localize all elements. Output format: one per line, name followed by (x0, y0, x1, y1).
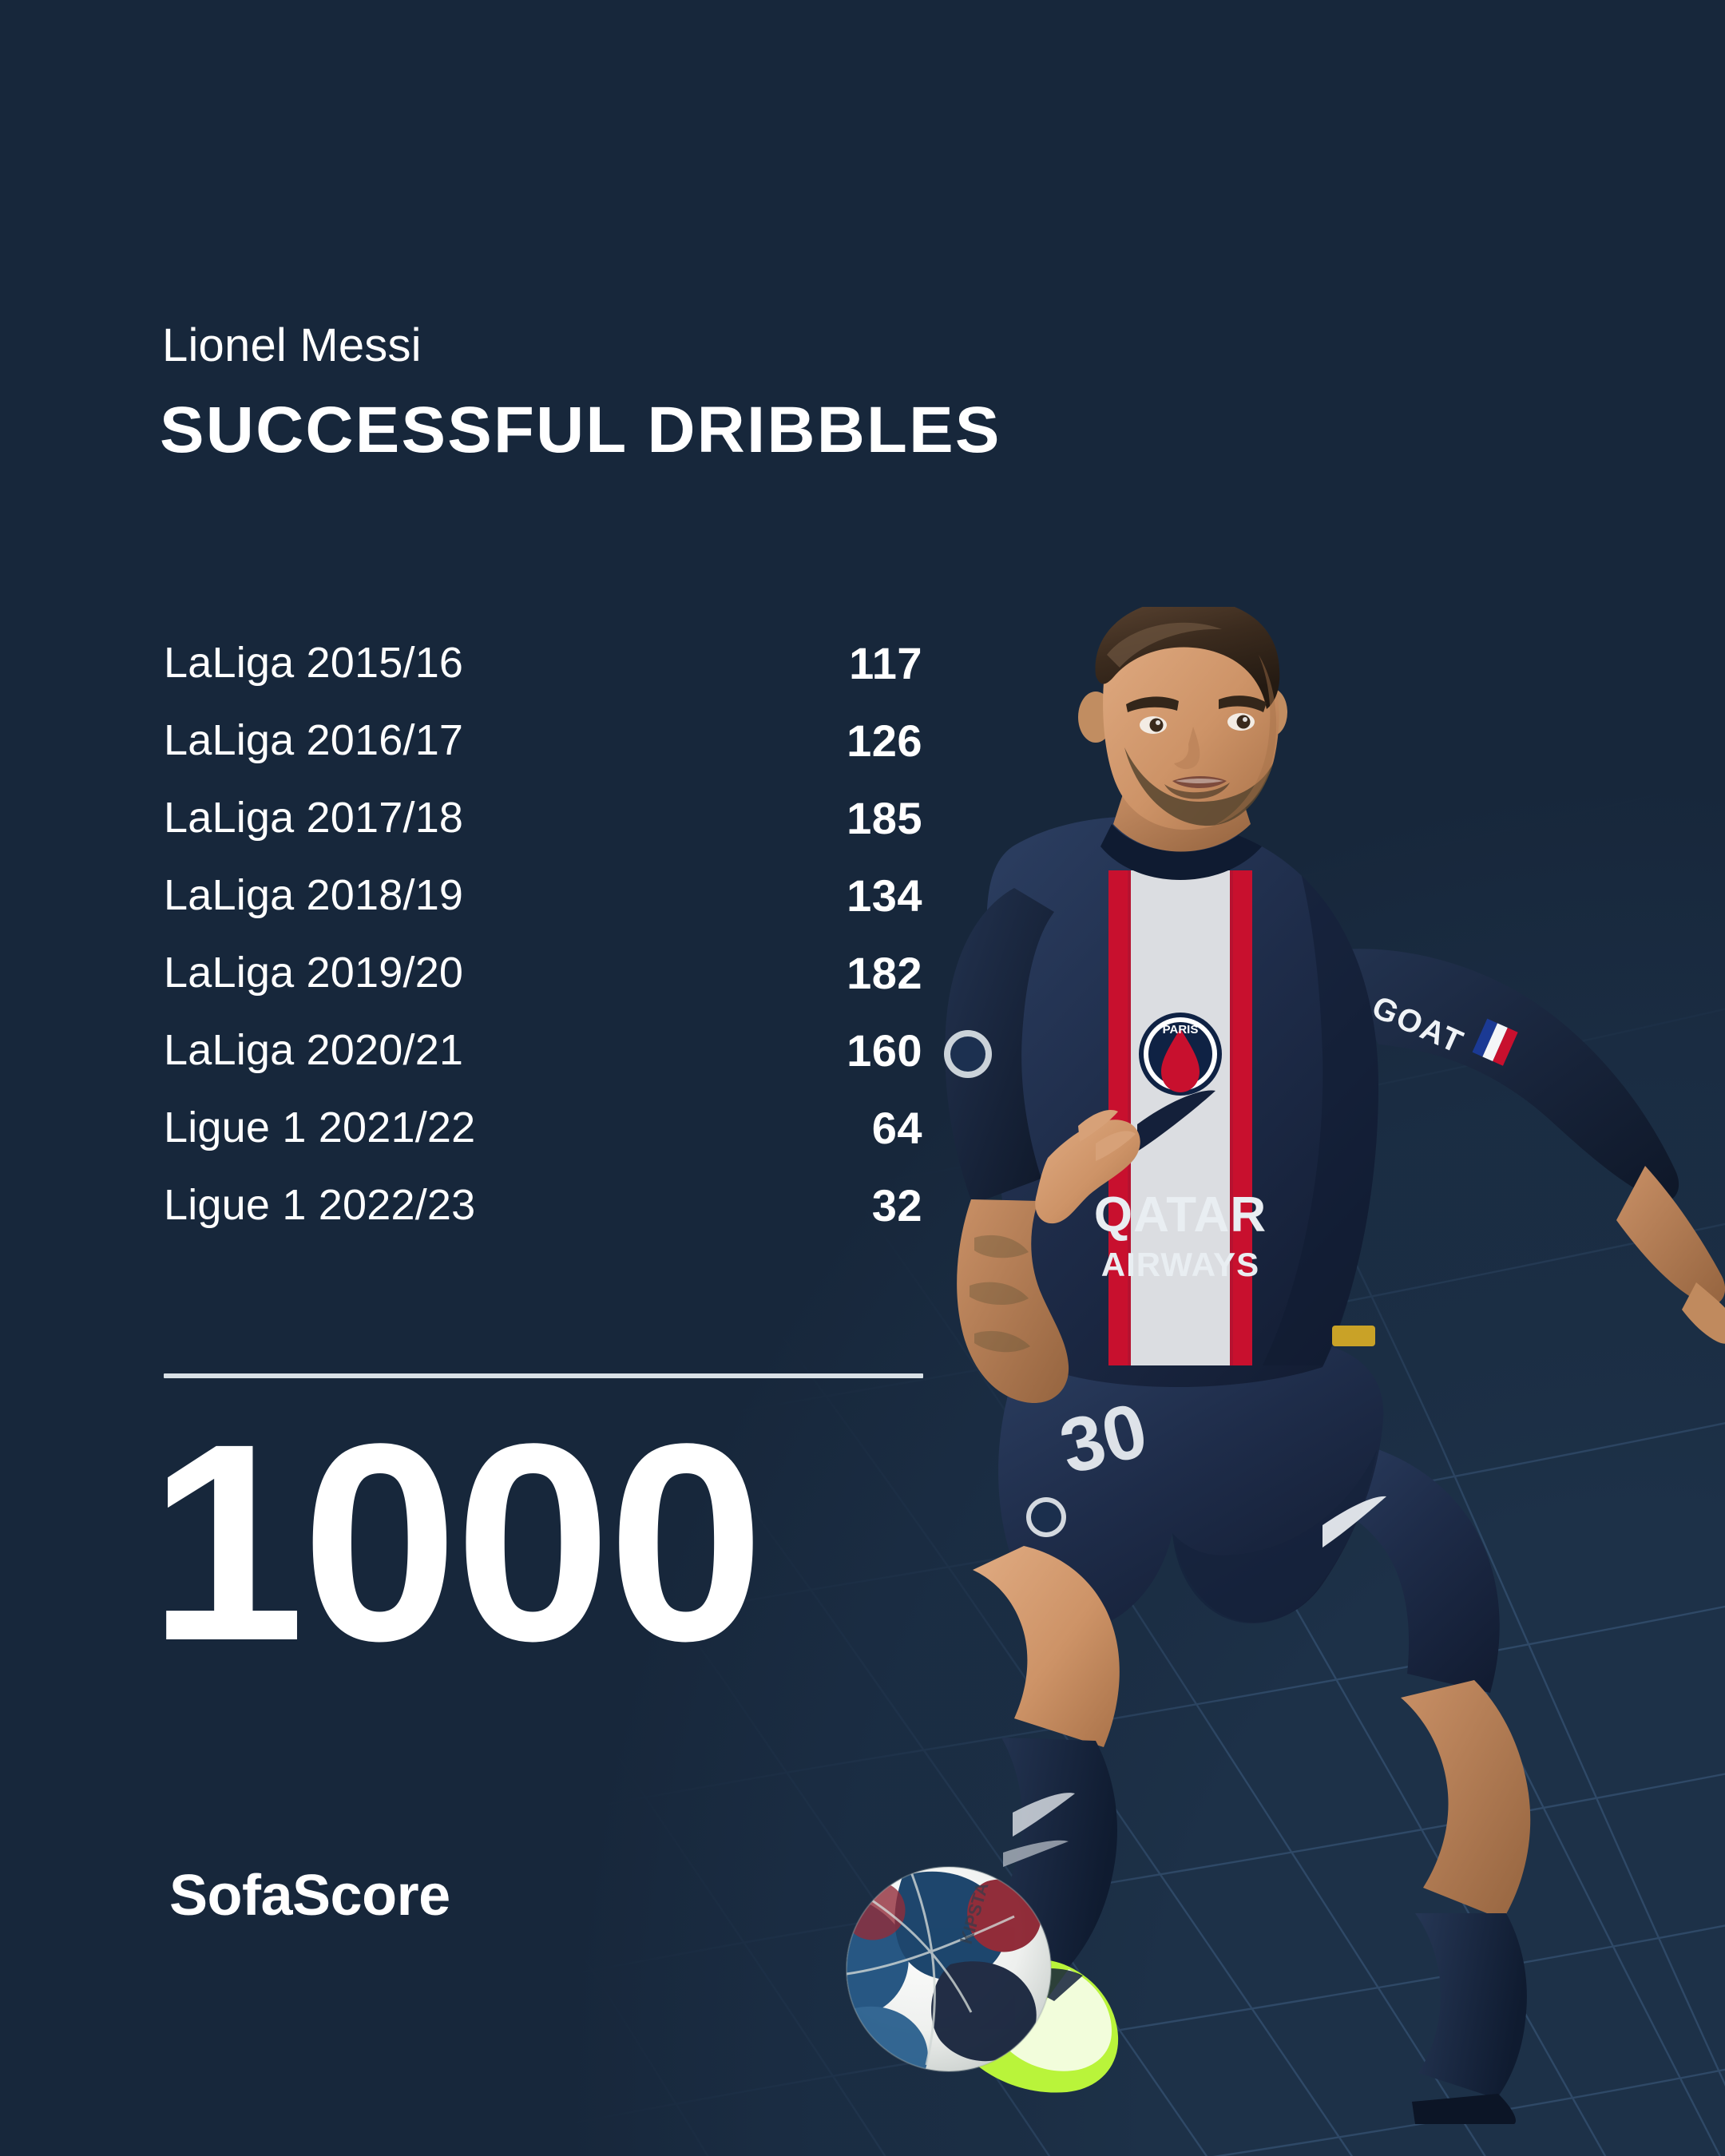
stat-row: LaLiga 2016/17 126 (164, 702, 922, 779)
stat-row: LaLiga 2020/21 160 (164, 1012, 922, 1089)
stat-row-value: 126 (847, 715, 922, 766)
stat-row: Ligue 1 2022/23 32 (164, 1167, 922, 1244)
total-value: 1000 (149, 1385, 764, 1699)
stat-row-value: 134 (847, 870, 922, 921)
stat-row: Ligue 1 2021/22 64 (164, 1089, 922, 1167)
stat-row-label: LaLiga 2017/18 (164, 794, 464, 842)
stat-row-value: 182 (847, 948, 922, 998)
divider (164, 1373, 923, 1378)
stat-row: LaLiga 2018/19 134 (164, 857, 922, 934)
stat-row-label: LaLiga 2015/16 (164, 639, 464, 687)
stat-row: LaLiga 2015/16 117 (164, 624, 922, 702)
stat-row-value: 185 (847, 793, 922, 843)
kicker-player-name: Lionel Messi (162, 319, 422, 371)
stat-row-label: LaLiga 2018/19 (164, 871, 464, 919)
stat-row-label: Ligue 1 2021/22 (164, 1104, 476, 1151)
stat-row-label: LaLiga 2020/21 (164, 1026, 464, 1074)
stat-row-label: Ligue 1 2022/23 (164, 1181, 476, 1229)
stat-row-label: LaLiga 2016/17 (164, 716, 464, 764)
stat-row-value: 160 (847, 1025, 922, 1076)
sofascore-logo: SofaScore (169, 1864, 450, 1928)
stat-row: LaLiga 2019/20 182 (164, 934, 922, 1012)
stat-row-value: 32 (871, 1180, 922, 1231)
stat-row: LaLiga 2017/18 185 (164, 779, 922, 857)
page-title: SUCCESSFUL DRIBBLES (160, 394, 1001, 466)
stat-row-value: 117 (849, 638, 922, 688)
stat-row-label: LaLiga 2019/20 (164, 949, 464, 997)
stat-row-value: 64 (871, 1103, 922, 1153)
stat-rows-list: LaLiga 2015/16 117 LaLiga 2016/17 126 LaLiga… (164, 624, 922, 1244)
